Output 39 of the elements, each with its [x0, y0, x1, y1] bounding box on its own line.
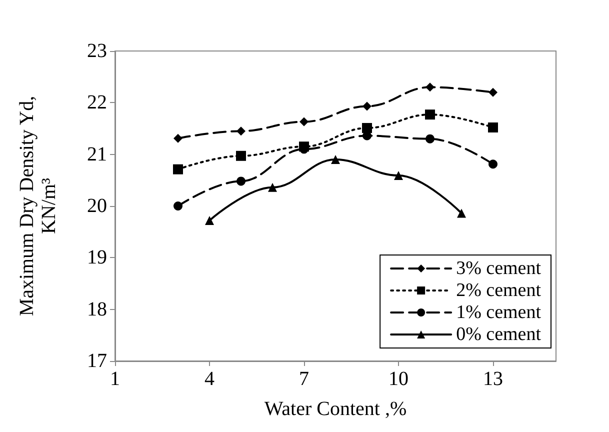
legend-label: 2% cement	[456, 280, 542, 301]
x-tick-label: 13	[483, 368, 503, 390]
legend-label: 3% cement	[456, 258, 542, 279]
point	[488, 122, 498, 132]
y-tick-label: 19	[87, 246, 107, 269]
point	[268, 182, 277, 192]
point	[426, 82, 434, 92]
point	[299, 142, 309, 152]
point	[236, 126, 246, 136]
point	[205, 216, 214, 225]
y-tick-label: 17	[87, 350, 107, 372]
y-tick-label: 20	[87, 195, 107, 217]
point	[457, 208, 466, 218]
y-tick-label: 22	[87, 92, 107, 114]
y-tick-label: 23	[87, 40, 107, 62]
legend-label: 1% cement	[456, 302, 542, 323]
point	[425, 110, 435, 120]
point	[362, 102, 372, 111]
point	[488, 160, 498, 169]
point	[394, 171, 403, 180]
y-tick-label: 18	[87, 298, 107, 320]
x-axis-title: Water Content ,%	[264, 398, 407, 420]
legend-label: 0% cement	[456, 324, 542, 345]
x-tick-label: 10	[388, 368, 408, 390]
y-tick-label: 21	[87, 143, 107, 166]
point	[173, 164, 183, 174]
point	[300, 117, 308, 126]
point	[236, 150, 246, 161]
y-axis-title: Maximum Dry Density Yd, KN/m³	[16, 96, 60, 316]
point	[426, 134, 434, 144]
point	[174, 202, 182, 210]
point	[362, 122, 372, 133]
point	[236, 176, 246, 186]
x-tick-label: 4	[204, 368, 214, 390]
x-tick-label: 1	[110, 368, 120, 390]
x-tick-label: 7	[299, 368, 309, 390]
point	[488, 88, 498, 97]
point	[174, 134, 182, 143]
point	[331, 155, 340, 164]
